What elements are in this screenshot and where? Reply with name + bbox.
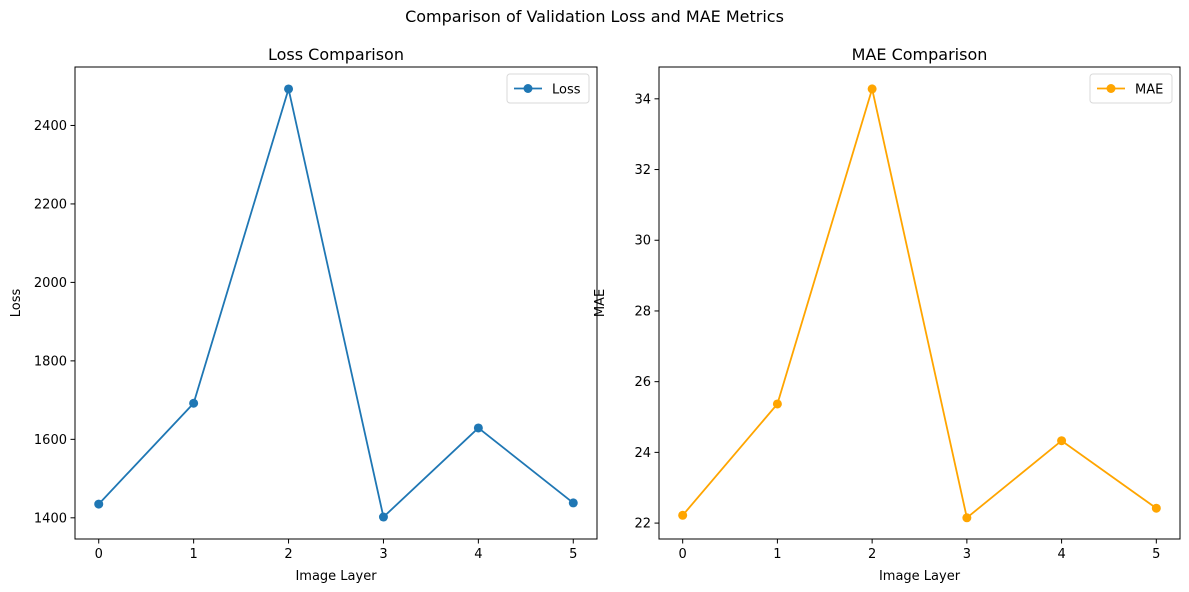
chart1-y-tick-label: 2400 [34,119,67,134]
chart2-y-tick-label: 24 [634,446,651,461]
chart1-y-tick-label: 1400 [34,511,67,526]
chart2-axes-frame [658,66,1181,540]
chart2-y-tick-label: 28 [634,304,651,319]
chart2-data-point [962,513,972,523]
chart2-y-tick-label: 32 [634,163,651,178]
chart1-title: Loss Comparison [268,45,404,64]
chart1-x-tick-label: 4 [474,547,482,562]
chart2-x-tick-label: 2 [868,547,876,562]
chart1-data-point [284,84,294,94]
chart2-y-tick-label: 22 [634,517,651,532]
chart1-y-tick-label: 2000 [34,276,67,291]
figure-suptitle: Comparison of Validation Loss and MAE Me… [405,7,784,26]
chart1-y-tick-label: 2200 [34,197,67,212]
chart1-y-tick-label: 1800 [34,354,67,369]
chart2-x-tick-label: 4 [1057,547,1065,562]
chart2-data-point [772,399,782,409]
chart1-legend-marker [523,84,533,93]
chart1-series-line [98,85,574,519]
chart2-data-point [1151,503,1161,513]
chart1-x-tick-label: 1 [189,547,197,562]
chart2-title: MAE Comparison [852,45,988,64]
chart1-x-tick-label: 2 [284,547,292,562]
chart1-y-tick-label: 1600 [34,433,67,448]
chart2-legend-box [1089,73,1173,104]
chart1-data-point [94,499,104,509]
chart1-x-tick-label: 0 [95,547,103,562]
chart1-data-point [473,423,483,433]
chart1-x-tick-label: 5 [569,547,577,562]
chart2-y-axis-label: MAE [593,289,608,317]
chart2-x-tick-label: 5 [1152,547,1160,562]
chart2-y-tick-label: 26 [634,375,651,390]
chart1-data-point [378,512,388,522]
chart1-x-tick-label: 3 [379,547,387,562]
chart1-y-axis-label: Loss [9,289,24,318]
chart1-data-point [568,498,578,508]
chart2-y-tick-label: 30 [634,234,651,249]
chart2-legend-marker [1106,84,1116,93]
chart2-x-tick-label: 3 [963,547,971,562]
chart1-axes-frame [74,66,598,540]
chart1-data-point [189,398,199,408]
chart1-x-axis-label: Image Layer [295,569,377,584]
chart1-legend-box [506,73,590,104]
chart1-legend-label: Loss [552,83,581,98]
chart2-x-tick-label: 1 [773,547,781,562]
chart2-x-axis-label: Image Layer [879,569,961,584]
chart2-data-point [678,510,688,520]
chart2-data-point [867,84,877,94]
chart2-y-tick-label: 34 [634,92,651,107]
chart2-x-tick-label: 0 [679,547,687,562]
chart2-legend-label: MAE [1135,83,1163,98]
chart2-data-point [1057,436,1067,446]
chart2-series-line [681,85,1157,520]
